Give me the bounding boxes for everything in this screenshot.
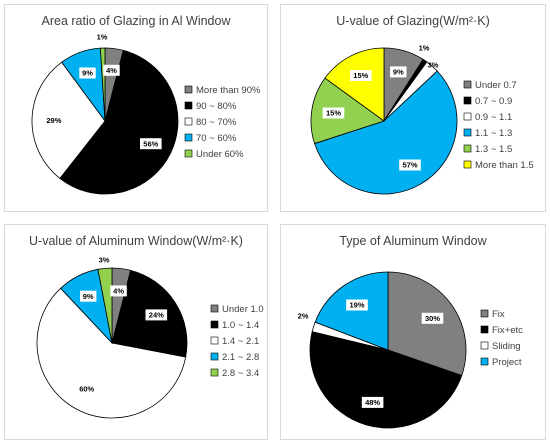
legend-swatch bbox=[463, 96, 472, 105]
data-label-background bbox=[140, 138, 162, 150]
legend-swatch bbox=[210, 320, 219, 329]
legend-label: 2.8 ~ 3.4 bbox=[222, 368, 259, 379]
legend-label: Sliding bbox=[492, 341, 521, 352]
pie-slice bbox=[314, 271, 389, 351]
pie-chart-glazing-u-value: U-value of Glazing(W/m²·K) 9% 1% 3% 57% 15% 1… bbox=[280, 4, 546, 212]
legend-swatch bbox=[480, 309, 489, 318]
legend-label: 1.0 ~ 1.4 bbox=[222, 320, 259, 331]
data-label-background bbox=[145, 309, 168, 321]
data-label: 9% bbox=[83, 292, 94, 301]
data-label: 56% bbox=[143, 139, 158, 148]
legend-label: 80 ~ 70% bbox=[196, 117, 237, 128]
pie-slice bbox=[310, 77, 385, 145]
legend-label: 0.9 ~ 1.1 bbox=[475, 112, 512, 123]
data-label-background bbox=[79, 67, 96, 79]
data-label: 15% bbox=[353, 71, 368, 80]
legend-swatch bbox=[184, 133, 193, 142]
legend-swatch bbox=[480, 357, 489, 366]
legend-label: Fix+etc bbox=[492, 325, 523, 336]
data-label: 48% bbox=[365, 398, 380, 407]
data-label: 19% bbox=[349, 301, 364, 310]
data-label: 1% bbox=[419, 44, 430, 53]
chart-title: Area ratio of Glazing in Al Window bbox=[42, 14, 232, 28]
data-label: 2% bbox=[298, 312, 309, 321]
legend-swatch bbox=[480, 341, 489, 350]
legend-label: Under 1.0 bbox=[222, 304, 264, 315]
data-label: 15% bbox=[326, 109, 341, 118]
pie-slice bbox=[324, 47, 385, 122]
pie-slice bbox=[314, 70, 458, 195]
legend-label: More than 1.5 bbox=[475, 160, 534, 171]
legend-label: 2.1 ~ 2.8 bbox=[222, 352, 259, 363]
pie-slice bbox=[59, 49, 179, 195]
data-label: 57% bbox=[402, 161, 417, 170]
chart-canvas: Area ratio of Glazing in Al Window 4% 56%… bbox=[31, 14, 261, 195]
data-label-background bbox=[350, 70, 372, 81]
data-label-background bbox=[399, 159, 421, 171]
legend-swatch bbox=[210, 336, 219, 345]
data-label-background bbox=[322, 107, 345, 119]
chart-canvas: U-value of Glazing(W/m²·K) 9% 1% 3% 57% 15% 1… bbox=[310, 14, 534, 195]
legend-label: Fix bbox=[492, 309, 505, 320]
legend-label: Under 60% bbox=[196, 149, 244, 160]
pie-slice bbox=[97, 267, 113, 344]
data-label-background bbox=[103, 64, 120, 76]
legend-swatch bbox=[463, 112, 472, 121]
legend-swatch bbox=[184, 149, 193, 158]
pie-slice bbox=[309, 331, 463, 429]
chart-title: Type of Aluminum Window bbox=[339, 234, 487, 248]
legend-label: 1.4 ~ 2.1 bbox=[222, 336, 259, 347]
pie-slice bbox=[36, 287, 187, 419]
data-label: 3% bbox=[428, 61, 439, 70]
data-label-background bbox=[43, 114, 65, 126]
data-label: 3% bbox=[99, 256, 110, 265]
legend-label: 0.7 ~ 0.9 bbox=[475, 96, 512, 107]
data-label-background bbox=[75, 383, 98, 395]
legend-label: 1.3 ~ 1.5 bbox=[475, 144, 512, 155]
legend-swatch bbox=[210, 304, 219, 313]
pie-slice bbox=[31, 61, 106, 179]
chart-title: U-value of Aluminum Window(W/m²·K) bbox=[29, 234, 243, 248]
legend-swatch bbox=[480, 325, 489, 334]
legend-label: Under 0.7 bbox=[475, 80, 517, 91]
data-label-background bbox=[80, 290, 97, 302]
legend-label: 70 ~ 60% bbox=[196, 133, 237, 144]
legend-swatch bbox=[210, 352, 219, 361]
legend-swatch bbox=[463, 128, 472, 137]
legend-swatch bbox=[463, 160, 472, 169]
data-label: 4% bbox=[113, 287, 124, 296]
data-label-background bbox=[346, 299, 368, 311]
legend-label: Project bbox=[492, 357, 522, 368]
data-label: 29% bbox=[46, 116, 61, 125]
data-label: 60% bbox=[79, 385, 94, 394]
legend-swatch bbox=[210, 368, 219, 377]
data-label: 9% bbox=[393, 68, 404, 77]
chart-title: U-value of Glazing(W/m²·K) bbox=[336, 14, 490, 28]
data-label-background bbox=[110, 285, 127, 297]
data-label-background bbox=[421, 312, 444, 324]
data-label-background bbox=[390, 66, 407, 78]
legend-label: 90 ~ 80% bbox=[196, 101, 237, 112]
legend-swatch bbox=[463, 144, 472, 153]
data-label-background bbox=[361, 396, 384, 408]
data-label: 9% bbox=[82, 69, 93, 78]
chart-canvas: Type of Aluminum Window 30% 48% 2% 19% Fix F… bbox=[298, 234, 523, 429]
chart-canvas: U-value of Aluminum Window(W/m²·K) 4% 24%… bbox=[29, 234, 264, 419]
pie-chart-window-type: Type of Aluminum Window 30% 48% 2% 19% Fix F… bbox=[280, 224, 546, 440]
legend-swatch bbox=[184, 117, 193, 126]
data-label: 24% bbox=[149, 311, 164, 320]
data-label: 4% bbox=[106, 66, 117, 75]
pie-chart-glazing-area-ratio: Area ratio of Glazing in Al Window 4% 56%… bbox=[4, 4, 268, 212]
data-label: 1% bbox=[97, 33, 108, 42]
pie-chart-window-u-value: U-value of Aluminum Window(W/m²·K) 4% 24%… bbox=[4, 224, 268, 440]
legend-swatch bbox=[463, 80, 472, 89]
legend-label: 1.1 ~ 1.3 bbox=[475, 128, 512, 139]
legend-swatch bbox=[184, 85, 193, 94]
legend-label: More than 90% bbox=[196, 85, 261, 96]
data-label: 30% bbox=[425, 314, 440, 323]
legend-swatch bbox=[184, 101, 193, 110]
